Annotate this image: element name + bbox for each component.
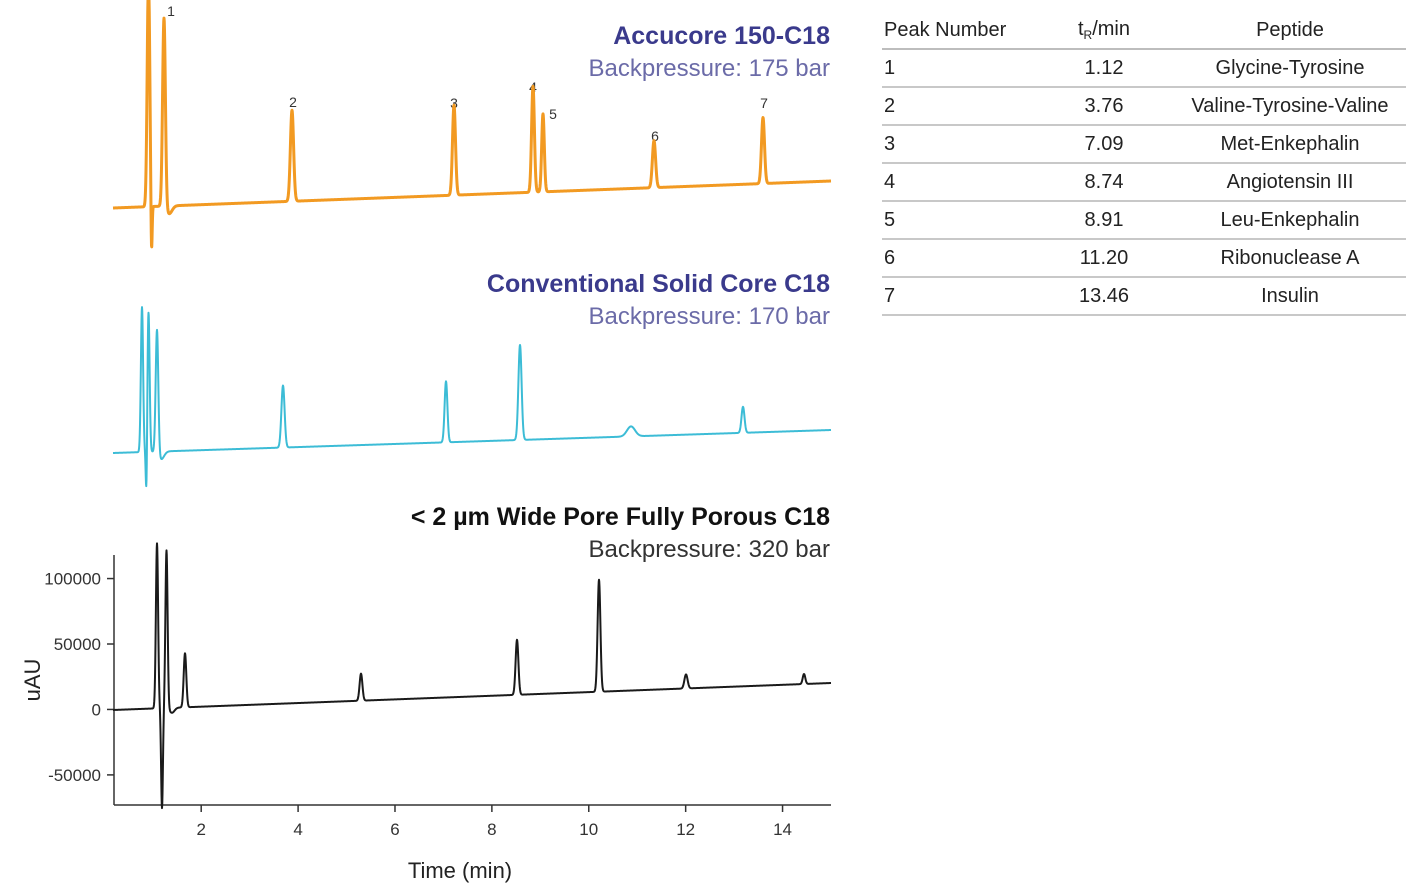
- axes: 2 4 6 8 10 12 14 100000 50000 0 -50000 Time (min)…: [20, 555, 831, 883]
- x-axis-title: Time (min): [408, 858, 512, 883]
- x-tick-label: 2: [196, 820, 205, 839]
- y-tick-label: 0: [92, 700, 101, 719]
- cell-peak: 3: [882, 125, 1034, 164]
- peak-label-5: 5: [549, 106, 557, 122]
- peak-table: Peak Number tR/min Peptide 1 1.12 Glycine-…: [882, 12, 1406, 316]
- cell-peak: 1: [882, 49, 1034, 88]
- y-tick-label: 100000: [44, 570, 101, 589]
- cell-rt: 11.20: [1034, 239, 1174, 278]
- peak-label-3: 3: [450, 95, 458, 111]
- cell-rt: 13.46: [1034, 277, 1174, 316]
- cell-rt: 3.76: [1034, 87, 1174, 126]
- y-tick-label: -50000: [48, 766, 101, 785]
- cell-rt: 7.09: [1034, 125, 1174, 164]
- header-retention-time: tR/min: [1034, 12, 1174, 50]
- cell-rt: 8.91: [1034, 201, 1174, 240]
- x-ticks: 2 4 6 8 10 12 14: [196, 805, 792, 839]
- cell-peptide: Valine-Tyrosine-Valine: [1174, 87, 1406, 126]
- peak-label-2: 2: [289, 94, 297, 110]
- cell-peptide: Met-Enkephalin: [1174, 125, 1406, 164]
- peak-label-7: 7: [760, 95, 768, 111]
- accucore-trace: [111, 0, 833, 249]
- cell-peak: 4: [882, 163, 1034, 202]
- conventional-trace: [112, 306, 832, 488]
- fully-porous-title: < 2 µm Wide Pore Fully Porous C18: [411, 503, 830, 531]
- cell-peptide: Angiotensin III: [1174, 163, 1406, 202]
- header-peak-number: Peak Number: [882, 12, 1034, 50]
- cell-peak: 2: [882, 87, 1034, 126]
- table-row: 5 8.91 Leu-Enkephalin: [882, 201, 1406, 240]
- x-tick-label: 10: [579, 820, 598, 839]
- x-tick-label: 6: [390, 820, 399, 839]
- fully-porous-backpressure: Backpressure: 320 bar: [589, 536, 830, 563]
- table-row: 2 3.76 Valine-Tyrosine-Valine: [882, 87, 1406, 126]
- table-row: 7 13.46 Insulin: [882, 277, 1406, 316]
- table-row: 1 1.12 Glycine-Tyrosine: [882, 49, 1406, 88]
- table-row: 3 7.09 Met-Enkephalin: [882, 125, 1406, 164]
- cell-peptide: Glycine-Tyrosine: [1174, 49, 1406, 88]
- conventional-backpressure: Backpressure: 170 bar: [589, 303, 830, 330]
- cell-peptide: Leu-Enkephalin: [1174, 201, 1406, 240]
- peak-label-1: 1: [167, 3, 175, 19]
- chromatogram-figure: Accucore 150-C18 Backpressure: 175 bar 1…: [20, 0, 833, 883]
- x-tick-label: 4: [293, 820, 302, 839]
- y-axis-title: uAU: [20, 659, 45, 702]
- fully-porous-trace: [112, 542, 832, 810]
- header-peptide: Peptide: [1174, 12, 1406, 50]
- table-row: 4 8.74 Angiotensin III: [882, 163, 1406, 202]
- cell-peak: 6: [882, 239, 1034, 278]
- y-ticks: 100000 50000 0 -50000: [44, 570, 114, 785]
- cell-peak: 5: [882, 201, 1034, 240]
- cell-rt: 1.12: [1034, 49, 1174, 88]
- peak-label-6: 6: [651, 128, 659, 144]
- x-tick-label: 12: [676, 820, 695, 839]
- y-tick-label: 50000: [54, 635, 101, 654]
- cell-peptide: Ribonuclease A: [1174, 239, 1406, 278]
- cell-rt: 8.74: [1034, 163, 1174, 202]
- table-header-row: Peak Number tR/min Peptide: [882, 12, 1406, 50]
- accucore-backpressure: Backpressure: 175 bar: [589, 55, 830, 82]
- x-tick-label: 8: [487, 820, 496, 839]
- accucore-title: Accucore 150-C18: [613, 22, 830, 50]
- cell-peak: 7: [882, 277, 1034, 316]
- x-tick-label: 14: [773, 820, 792, 839]
- conventional-title: Conventional Solid Core C18: [487, 270, 830, 298]
- table-row: 6 11.20 Ribonuclease A: [882, 239, 1406, 278]
- cell-peptide: Insulin: [1174, 277, 1406, 316]
